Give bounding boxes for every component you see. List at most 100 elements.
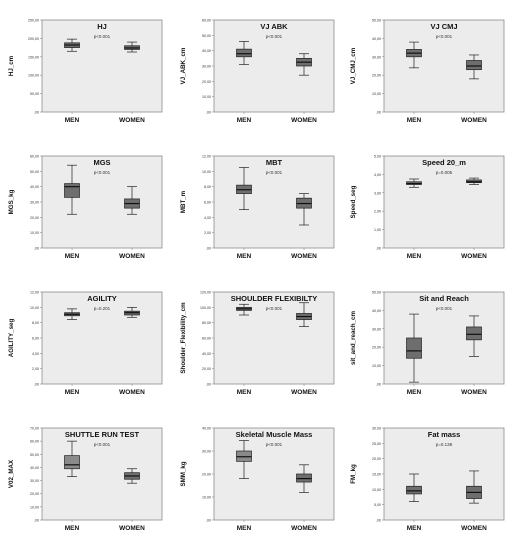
x-category-label: MEN: [65, 525, 80, 532]
y-axis-label: V02_MAX: [8, 459, 15, 488]
x-category-label: WOMEN: [119, 525, 145, 532]
plot-area: [41, 19, 163, 113]
y-tick-label: 2,00: [204, 231, 211, 235]
y-axis-label: sit_and_reach_cm: [350, 311, 357, 365]
y-tick-label: 80,00: [202, 321, 211, 325]
y-tick-label: 50,00: [372, 19, 381, 23]
y-tick-label: 40,00: [202, 49, 211, 53]
p-value: p<0.001: [266, 306, 283, 311]
y-tick-label: 10,00: [30, 505, 39, 509]
plot-area: [213, 19, 335, 113]
y-axis-label: Shoulder_Flexibility_cm: [180, 302, 187, 374]
y-tick-label: 20,00: [202, 367, 211, 371]
y-tick-label: ,00: [34, 247, 39, 251]
y-tick-label: 40,00: [30, 185, 39, 189]
y-tick-label: 30,00: [372, 327, 381, 331]
chart-title: HJ: [97, 22, 107, 31]
x-category-label: WOMEN: [119, 117, 145, 124]
y-tick-label: 30,00: [202, 450, 211, 454]
y-tick-label: 40,00: [372, 309, 381, 313]
x-category-label: WOMEN: [461, 253, 487, 260]
chart-title: MBT: [266, 158, 283, 167]
y-tick-label: 40,00: [202, 427, 211, 431]
y-tick-label: 30,00: [372, 55, 381, 59]
y-tick-label: ,00: [376, 383, 381, 387]
y-tick-label: 10,00: [30, 231, 39, 235]
plot-area: [41, 155, 163, 249]
x-category-label: MEN: [237, 389, 252, 396]
x-category-label: MEN: [65, 117, 80, 124]
y-tick-label: 120,00: [200, 291, 211, 295]
x-category-label: WOMEN: [291, 253, 317, 260]
y-tick-label: 12,00: [30, 291, 39, 295]
x-category-label: MEN: [407, 525, 422, 532]
x-category-label: MEN: [65, 389, 80, 396]
y-tick-label: 15,00: [372, 473, 381, 477]
x-category-label: WOMEN: [291, 389, 317, 396]
plot-area: [41, 291, 163, 385]
y-tick-label: 50,00: [30, 453, 39, 457]
chart-panel: AGILITY p=0.201 ,00 2,00 4,00 6,00 8,00 10,00 12…: [8, 291, 163, 396]
chart-title: Sit and Reach: [419, 294, 469, 303]
y-tick-label: 200,00: [28, 37, 39, 41]
y-axis-label: MGS_kg: [8, 189, 15, 214]
p-value: p=0.138: [436, 442, 453, 447]
chart-panel: Speed 20_m p=0.005 ,00 1,00 2,00 3,00 4,00 5,00…: [350, 155, 505, 260]
box: [236, 48, 252, 58]
y-tick-label: 2,00: [32, 367, 39, 371]
chart-panel: Fat mass p=0.138 ,00 5,00 10,00 15,00 20,00 25,…: [350, 427, 505, 532]
chart-panel: HJ p<0.001 ,00 50,00 100,00 150,00 200,00 250,0…: [8, 19, 163, 124]
y-tick-label: 10,00: [372, 364, 381, 368]
p-value: p<0.001: [436, 34, 453, 39]
chart-title: VJ ABK: [260, 22, 288, 31]
y-tick-label: 20,00: [372, 74, 381, 78]
chart-title: Fat mass: [428, 430, 461, 439]
y-tick-label: 60,00: [202, 19, 211, 23]
plot-area: [383, 427, 505, 521]
y-tick-label: 30,00: [202, 65, 211, 69]
y-tick-label: 25,00: [372, 442, 381, 446]
y-tick-label: 4,00: [32, 352, 39, 356]
y-tick-label: 50,00: [30, 92, 39, 96]
y-tick-label: 30,00: [372, 427, 381, 431]
y-tick-label: ,00: [34, 383, 39, 387]
box: [64, 183, 80, 198]
p-value: p<0.001: [266, 34, 283, 39]
plot-area: [213, 291, 335, 385]
y-tick-label: ,00: [376, 111, 381, 115]
y-tick-label: 250,00: [28, 19, 39, 23]
y-tick-label: ,00: [206, 247, 211, 251]
y-tick-label: 20,00: [30, 492, 39, 496]
y-tick-label: ,00: [206, 111, 211, 115]
x-category-label: MEN: [407, 117, 422, 124]
y-axis-label: FM_kg: [350, 464, 357, 484]
y-tick-label: 6,00: [204, 201, 211, 205]
chart-title: SHUTTLE RUN TEST: [65, 430, 140, 439]
plot-area: [41, 427, 163, 521]
y-tick-label: 30,00: [30, 201, 39, 205]
y-tick-label: 8,00: [32, 321, 39, 325]
y-tick-label: 2,00: [374, 210, 381, 214]
x-category-label: MEN: [65, 253, 80, 260]
y-tick-label: ,00: [206, 519, 211, 523]
chart-panel: MBT p<0.001 ,00 2,00 4,00 6,00 8,00 10,00 12,00 M…: [180, 155, 335, 260]
y-tick-label: 12,00: [202, 155, 211, 159]
plot-area: [383, 19, 505, 113]
y-tick-label: 3,00: [374, 191, 381, 195]
box: [406, 485, 422, 495]
y-tick-label: 20,00: [202, 473, 211, 477]
box: [406, 337, 422, 359]
y-tick-label: 60,00: [30, 440, 39, 444]
y-tick-label: 10,00: [30, 306, 39, 310]
x-category-label: MEN: [237, 525, 252, 532]
x-category-label: WOMEN: [461, 117, 487, 124]
y-tick-label: 20,00: [202, 80, 211, 84]
y-tick-label: 40,00: [202, 352, 211, 356]
x-category-label: WOMEN: [119, 389, 145, 396]
y-tick-label: 1,00: [374, 228, 381, 232]
y-tick-label: 10,00: [202, 170, 211, 174]
y-tick-label: ,00: [376, 519, 381, 523]
x-category-label: MEN: [407, 389, 422, 396]
y-axis-label: AGILITY_seg: [8, 319, 15, 358]
y-tick-label: 4,00: [374, 173, 381, 177]
